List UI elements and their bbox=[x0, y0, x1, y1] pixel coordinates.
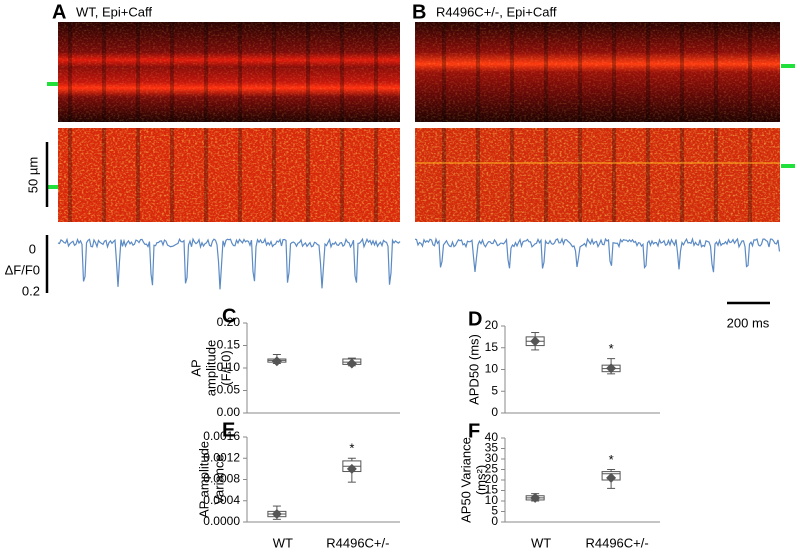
y-tick-label: 0 bbox=[491, 514, 498, 528]
mean bbox=[346, 463, 357, 474]
markers bbox=[47, 64, 795, 189]
y-tick-label: 15 bbox=[485, 483, 499, 497]
panel-label: A bbox=[52, 1, 66, 23]
annotation: * bbox=[609, 452, 614, 467]
y-tick-label: 20 bbox=[485, 318, 499, 332]
panel-title: R4496C+/-, Epi+Caff bbox=[436, 4, 557, 19]
time-scale-label: 200 ms bbox=[727, 315, 770, 330]
y-tick-label: 25 bbox=[485, 462, 499, 476]
mean bbox=[606, 363, 617, 374]
y-tick-label: 40 bbox=[485, 430, 499, 444]
trace-a bbox=[57, 237, 401, 290]
y-tick-label: 0.10 bbox=[217, 360, 241, 374]
x-tick-label: R4496C+/- bbox=[585, 535, 648, 550]
panel-title: WT, Epi+Caff bbox=[76, 4, 152, 19]
mean bbox=[530, 492, 541, 503]
x-tick-label: WT bbox=[531, 535, 551, 550]
space-scale-label: 50 µm bbox=[25, 157, 40, 193]
y-axis-label: APD50 (ms) bbox=[466, 334, 481, 405]
mean bbox=[271, 509, 282, 520]
annotation: * bbox=[349, 441, 354, 456]
y-tick-label: 10 bbox=[485, 362, 499, 376]
y-axis-label: amplitude bbox=[203, 340, 218, 396]
panel-label: F bbox=[468, 420, 480, 442]
raster-b bbox=[415, 22, 780, 222]
y-tick-label: 0 bbox=[491, 405, 498, 419]
raster-a bbox=[58, 22, 400, 222]
y-tick-label: 0.0012 bbox=[203, 450, 240, 464]
y-tick-label: 0.0004 bbox=[203, 493, 240, 507]
y-tick-label: 10 bbox=[485, 493, 499, 507]
y-axis-label: Variance bbox=[211, 454, 226, 504]
panel-label: B bbox=[412, 1, 426, 23]
y-tick-label: 5 bbox=[491, 383, 498, 397]
mean bbox=[606, 472, 617, 483]
y-tick-label: 0.0008 bbox=[203, 472, 240, 486]
mean bbox=[530, 336, 541, 347]
x-tick-label: R4496C+/- bbox=[326, 535, 389, 550]
mean bbox=[271, 356, 282, 367]
y-axis-label: (F/F0) bbox=[218, 350, 233, 385]
y-axis-label: AP amplitude bbox=[196, 441, 211, 518]
panel-label: C bbox=[222, 305, 236, 327]
y-tick-label: 35 bbox=[485, 441, 499, 455]
y-tick-label: 0.00 bbox=[217, 405, 241, 419]
mean bbox=[346, 358, 357, 369]
y-tick-label: 30 bbox=[485, 451, 499, 465]
y-tick-label: 20 bbox=[485, 472, 499, 486]
panel-label: D bbox=[468, 308, 482, 330]
y-tick-label: 15 bbox=[485, 340, 499, 354]
trace-bottom: 0.2 bbox=[22, 283, 40, 298]
y-axis-label: AP50 Variance bbox=[458, 437, 473, 523]
y-axis-label: AP bbox=[188, 359, 203, 376]
panel-label: E bbox=[222, 419, 235, 441]
trace-unit: ΔF/F0 bbox=[5, 262, 40, 277]
y-tick-label: 0.05 bbox=[217, 383, 241, 397]
y-tick-label: 0.0000 bbox=[203, 514, 240, 528]
x-tick-label: WT bbox=[273, 535, 293, 550]
trace-b bbox=[414, 236, 781, 273]
y-tick-label: 0.20 bbox=[217, 315, 241, 329]
y-axis-label: (ms²) bbox=[473, 465, 488, 495]
y-tick-label: 5 bbox=[491, 504, 498, 518]
annotation: * bbox=[609, 341, 614, 356]
trace-top: 0 bbox=[29, 241, 36, 256]
y-tick-label: 0.0016 bbox=[203, 429, 240, 443]
y-tick-label: 0.15 bbox=[217, 338, 241, 352]
